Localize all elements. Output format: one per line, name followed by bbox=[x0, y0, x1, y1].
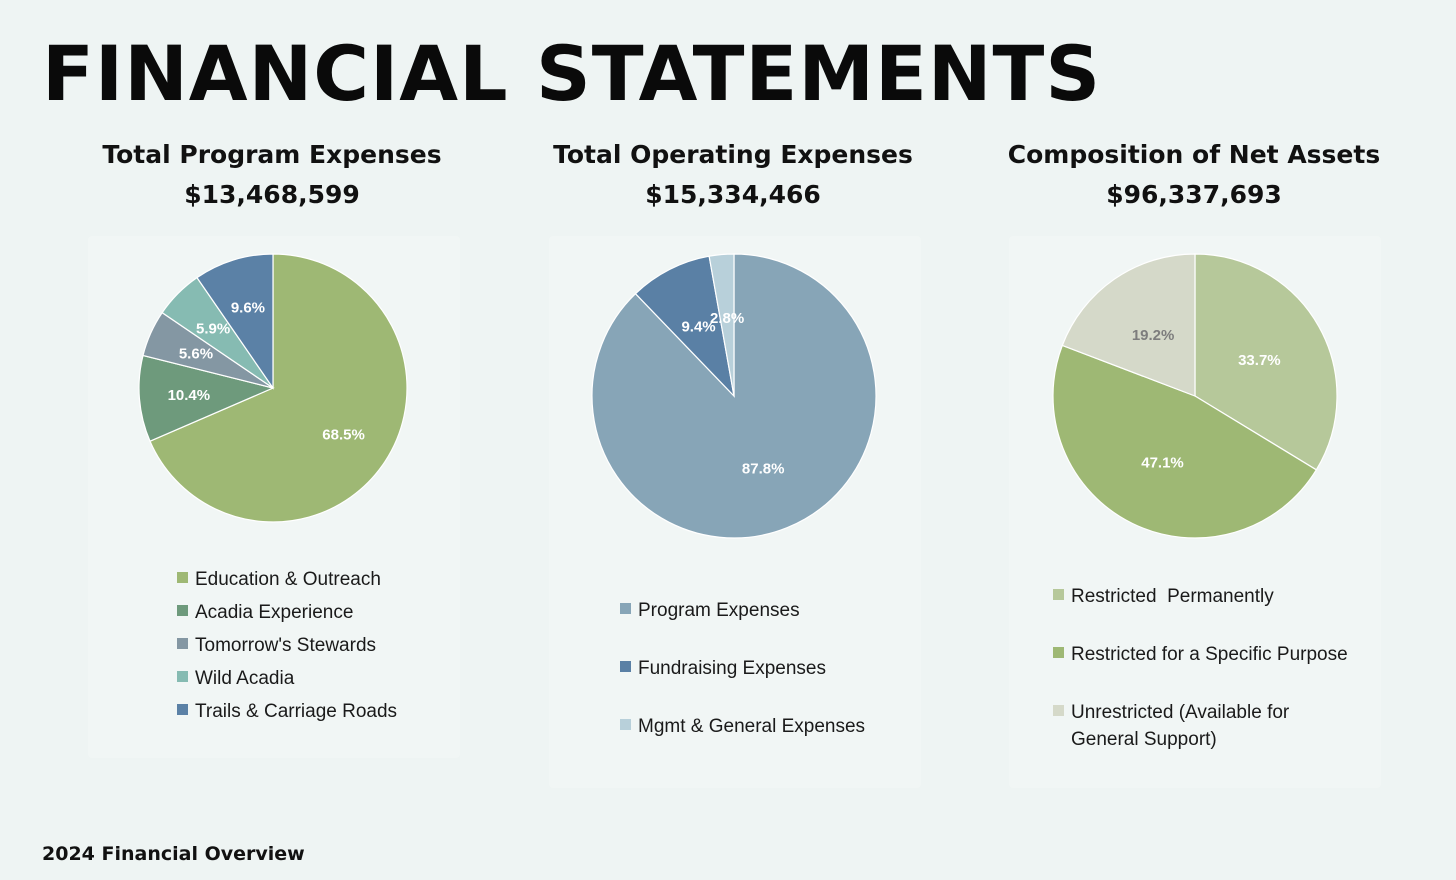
chart-total: $15,334,466 bbox=[645, 180, 821, 209]
chart-title: Composition of Net Assets bbox=[1007, 140, 1381, 169]
chart-program-expenses-header: Total Program Expenses $13,468,599 bbox=[42, 138, 502, 212]
legend-swatch bbox=[1053, 647, 1064, 658]
pie-slice-education-outreach bbox=[149, 253, 408, 523]
chart-title: Total Program Expenses bbox=[102, 140, 442, 169]
data-label-program-expenses: 87.8% bbox=[742, 460, 785, 477]
legend-item-acadia-experience: Acadia Experience bbox=[177, 599, 397, 632]
legend-label: Program Expenses bbox=[638, 600, 800, 621]
legend-swatch bbox=[177, 605, 188, 616]
legend-swatch bbox=[177, 671, 188, 682]
legend-label: Education & Outreach bbox=[195, 569, 381, 590]
legend-program-expenses: Education & Outreach Acadia Experience Tom… bbox=[177, 566, 397, 731]
legend-item-trails-carriage-roads: Trails & Carriage Roads bbox=[177, 698, 397, 731]
pie-slice-trails-carriage-roads bbox=[196, 253, 274, 390]
legend-swatch bbox=[1053, 705, 1064, 716]
data-label-restricted-for-a-specific-purpose: 47.1% bbox=[1141, 454, 1184, 471]
data-label-fundraising-expenses: 9.4% bbox=[681, 318, 715, 335]
data-label-trails-carriage-roads: 9.6% bbox=[231, 299, 265, 316]
pie-slice-unrestricted-available-for-general-support bbox=[1061, 253, 1196, 397]
legend-label: Restricted for a Specific Purpose bbox=[1071, 644, 1348, 665]
legend-swatch bbox=[177, 704, 188, 715]
legend-label: Restricted Permanently bbox=[1071, 586, 1274, 607]
chart-title: Total Operating Expenses bbox=[553, 140, 913, 169]
data-label-mgmt-general-expenses: 2.8% bbox=[710, 310, 744, 327]
legend-label: Mgmt & General Expenses bbox=[638, 716, 866, 737]
legend-swatch bbox=[1053, 589, 1064, 600]
pie-slice-fundraising-expenses bbox=[634, 255, 735, 398]
data-label-tomorrow-s-stewards: 5.6% bbox=[179, 346, 213, 363]
chart-total: $96,337,693 bbox=[1106, 180, 1282, 209]
chart-net-assets-header: Composition of Net Assets $96,337,693 bbox=[964, 138, 1424, 212]
legend-label: Wild Acadia bbox=[195, 668, 295, 689]
legend-label: Tomorrow's Stewards bbox=[195, 635, 377, 656]
data-label-wild-acadia: 5.9% bbox=[196, 320, 230, 337]
chart-operating-expenses-header: Total Operating Expenses $15,334,466 bbox=[503, 138, 963, 212]
legend-item-unrestricted-available-for-general-support: Unrestricted (Available for General Supp… bbox=[1053, 699, 1353, 757]
footer-caption: 2024 Financial Overview bbox=[42, 843, 305, 865]
legend-item-fundraising-expenses: Fundraising Expenses bbox=[620, 655, 865, 713]
legend-label: Fundraising Expenses bbox=[638, 658, 826, 679]
data-label-unrestricted-available-for-general-support: 19.2% bbox=[1132, 327, 1175, 344]
legend-swatch bbox=[177, 572, 188, 583]
data-label-restricted-permanently: 33.7% bbox=[1238, 352, 1281, 369]
pie-slice-acadia-experience bbox=[138, 354, 275, 443]
legend-item-restricted-permanently: Restricted Permanently bbox=[1053, 583, 1353, 641]
legend-item-wild-acadia: Wild Acadia bbox=[177, 665, 397, 698]
page-title: FINANCIAL STATEMENTS bbox=[42, 29, 1102, 118]
legend-label: Trails & Carriage Roads bbox=[195, 701, 398, 722]
pie-slice-restricted-permanently bbox=[1194, 253, 1338, 471]
legend-label: Acadia Experience bbox=[195, 602, 354, 623]
legend-item-mgmt-general-expenses: Mgmt & General Expenses bbox=[620, 713, 865, 771]
legend-item-program-expenses: Program Expenses bbox=[620, 597, 865, 655]
legend-net-assets: Restricted Permanently Restricted for a S… bbox=[1053, 583, 1353, 757]
legend-swatch bbox=[177, 638, 188, 649]
legend-swatch bbox=[620, 719, 631, 730]
legend-swatch bbox=[620, 603, 631, 614]
pie-slice-restricted-for-a-specific-purpose bbox=[1052, 344, 1318, 539]
legend-item-education-outreach: Education & Outreach bbox=[177, 566, 397, 599]
data-label-education-outreach: 68.5% bbox=[322, 426, 365, 443]
legend-item-tomorrow-s-stewards: Tomorrow's Stewards bbox=[177, 632, 397, 665]
legend-label: Unrestricted (Available for General Supp… bbox=[1071, 702, 1295, 750]
chart-total: $13,468,599 bbox=[184, 180, 360, 209]
legend-operating-expenses: Program Expenses Fundraising Expenses Mgmt… bbox=[620, 597, 865, 771]
pie-slice-mgmt-general-expenses bbox=[708, 253, 735, 397]
legend-item-restricted-for-a-specific-purpose: Restricted for a Specific Purpose bbox=[1053, 641, 1353, 699]
legend-swatch bbox=[620, 661, 631, 672]
data-label-acadia-experience: 10.4% bbox=[168, 387, 211, 404]
